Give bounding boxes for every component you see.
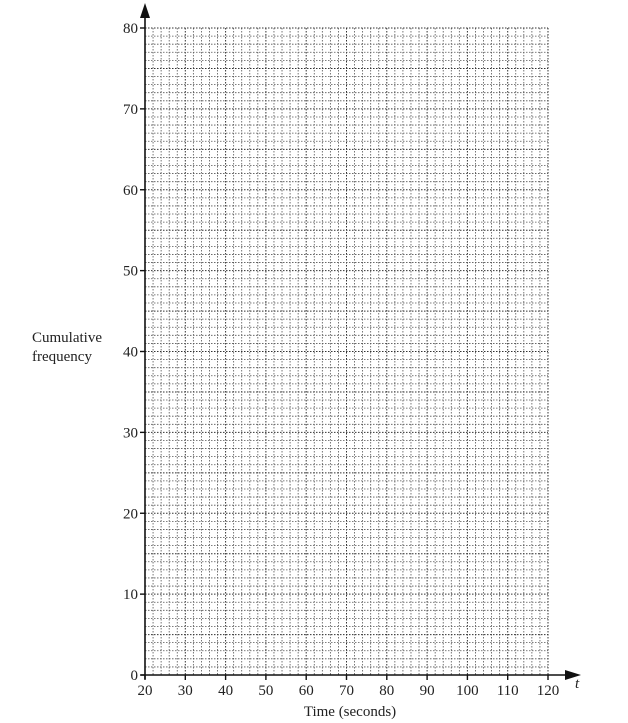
x-tick-label: 40 (218, 683, 233, 699)
y-tick-label: 0 (131, 668, 139, 684)
x-tick-label: 30 (178, 683, 193, 699)
x-tick-label: 20 (138, 683, 153, 699)
x-tick-label: 110 (497, 683, 519, 699)
y-tick-label: 70 (123, 102, 138, 118)
x-tick-label: 120 (537, 683, 560, 699)
grid (144, 27, 549, 676)
x-tick-label: 90 (420, 683, 435, 699)
y-tick-label: 60 (123, 183, 138, 199)
x-tick-label: 100 (456, 683, 479, 699)
x-axis-symbol: t (575, 676, 580, 692)
x-tick-label: 60 (299, 683, 314, 699)
x-tick-label: 50 (258, 683, 273, 699)
x-axis-label: Time (seconds) (303, 704, 397, 720)
y-tick-label: 20 (123, 506, 138, 522)
x-axis-arrow-icon (565, 670, 581, 680)
x-tick-label: 80 (379, 683, 394, 699)
tick-labels: 0 10 20 30 40 50 60 70 80 20 30 40 50 60 70 80 90 100 110 1… (123, 21, 559, 699)
y-tick-label: 40 (123, 345, 138, 361)
y-axis-label: Cumulative frequency (32, 330, 102, 365)
y-tick-label: 80 (123, 21, 138, 37)
axes (140, 3, 581, 680)
y-axis-arrow-icon (140, 3, 150, 18)
y-tick-label: 50 (123, 264, 138, 280)
x-tick-label: 70 (339, 683, 354, 699)
y-tick-label: 10 (123, 587, 138, 603)
y-tick-label: 30 (123, 425, 138, 441)
